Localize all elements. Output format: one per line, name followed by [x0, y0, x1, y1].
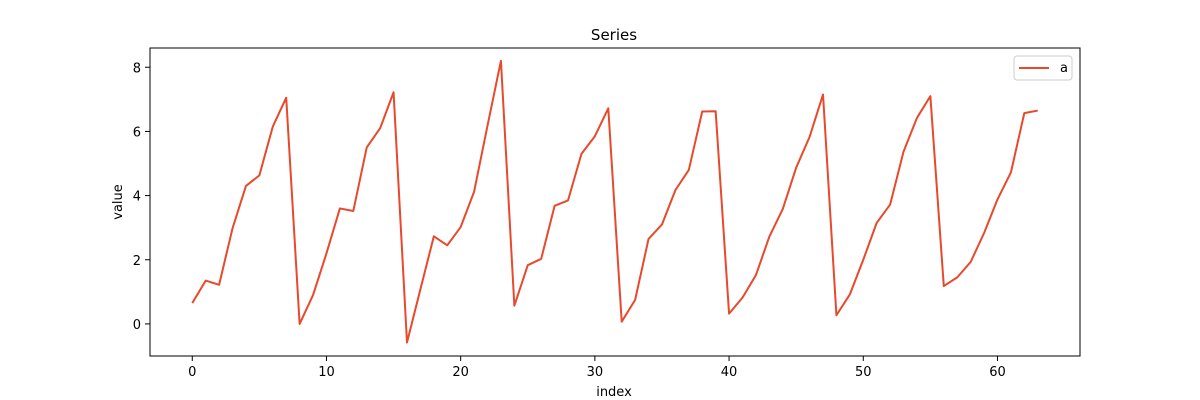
x-tick-label: 50 — [855, 365, 872, 380]
x-tick-label: 60 — [989, 365, 1006, 380]
chart-title: Series — [591, 26, 637, 44]
y-tick-label: 8 — [133, 61, 141, 76]
x-tick-label: 20 — [452, 365, 469, 380]
plot-frame — [149, 47, 1081, 357]
x-axis-label: index — [596, 385, 632, 400]
y-axis-label: value — [111, 184, 126, 220]
y-axis: 0 2 4 6 8 — [133, 61, 150, 333]
x-tick-label: 0 — [188, 365, 196, 380]
y-tick-label: 0 — [133, 318, 141, 333]
series-line-a — [191, 59, 1038, 344]
legend: a — [1013, 55, 1073, 81]
legend-label: a — [1060, 61, 1068, 76]
y-tick-label: 6 — [133, 125, 141, 140]
plot-area — [149, 47, 1081, 357]
x-tick-label: 10 — [318, 365, 335, 380]
y-tick-label: 4 — [133, 190, 141, 205]
y-tick-label: 2 — [133, 254, 141, 269]
x-tick-label: 40 — [721, 365, 738, 380]
x-axis: 0 10 20 30 40 50 60 — [188, 356, 1006, 380]
x-tick-label: 30 — [587, 365, 604, 380]
